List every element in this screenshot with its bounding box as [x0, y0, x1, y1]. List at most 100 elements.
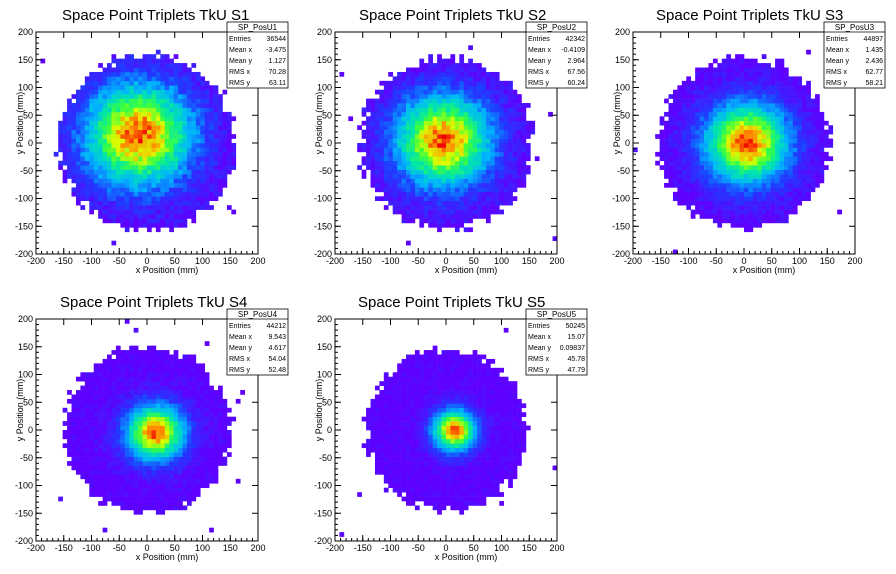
heatmap-cell — [173, 160, 179, 166]
heatmap-cell — [766, 143, 771, 148]
heatmap-cell — [797, 174, 803, 179]
heatmap-cell — [721, 98, 727, 104]
heatmap-cell — [739, 156, 745, 162]
heatmap-cell — [766, 200, 771, 206]
heatmap-cell — [766, 134, 771, 139]
heatmap-cell — [142, 385, 148, 391]
heatmap-cell — [147, 196, 152, 202]
heatmap-cell — [695, 200, 700, 206]
heatmap-cell — [120, 390, 126, 395]
heatmap-cell — [120, 80, 126, 86]
heatmap-cell — [374, 120, 380, 126]
heatmap-cell — [454, 205, 460, 210]
heatmap-cell — [133, 227, 139, 233]
heatmap-cell — [89, 434, 95, 440]
heatmap-cell — [428, 169, 433, 175]
heatmap-cell — [151, 390, 157, 395]
heatmap-cell — [120, 381, 126, 386]
heatmap-cell — [200, 156, 206, 162]
heatmap-cell — [383, 182, 389, 188]
heatmap-cell — [503, 160, 509, 166]
heatmap-cell — [111, 205, 117, 210]
heatmap-cell — [503, 120, 509, 126]
heatmap-cell — [164, 80, 170, 86]
heatmap-cell — [155, 492, 161, 497]
heatmap-cell — [173, 94, 179, 99]
heatmap-cell — [374, 160, 380, 166]
heatmap-cell — [147, 94, 152, 99]
heatmap-cell — [388, 89, 394, 95]
heatmap-cell — [178, 214, 183, 219]
heatmap-cell — [797, 151, 803, 157]
heatmap-cell — [441, 160, 447, 166]
heatmap-cell — [801, 138, 807, 144]
y-axis-label: y Position (mm) — [612, 92, 622, 155]
heatmap-cell — [178, 120, 183, 126]
heatmap-cell — [147, 443, 152, 449]
heatmap-cell — [423, 129, 429, 135]
heatmap-cell — [450, 129, 456, 135]
heatmap-cell — [463, 182, 469, 188]
heatmap-cell — [659, 143, 665, 148]
heatmap-cell — [111, 425, 117, 431]
heatmap-cell — [668, 125, 674, 130]
heatmap-cell — [454, 169, 460, 175]
heatmap-cell — [463, 147, 469, 153]
heatmap-cell — [783, 107, 789, 113]
heatmap-cell — [788, 125, 794, 130]
heatmap-cell — [107, 107, 112, 113]
heatmap-cell — [222, 147, 228, 153]
heatmap-cell — [155, 120, 161, 126]
heatmap-cell — [686, 151, 692, 157]
heatmap-cell — [209, 178, 214, 184]
heatmap-cell — [133, 345, 139, 351]
heatmap-cell — [200, 187, 206, 193]
heatmap-cell — [160, 111, 166, 117]
heatmap-cell — [757, 222, 763, 228]
heatmap-cell — [783, 165, 789, 170]
heatmap-cell — [437, 98, 442, 104]
heatmap-cell — [681, 107, 687, 113]
heatmap-cell — [178, 492, 183, 497]
heatmap-cell — [182, 425, 188, 431]
stats-name: SP_PosU3 — [835, 23, 875, 32]
heatmap-cell — [485, 71, 491, 77]
heatmap-cell — [107, 174, 112, 179]
heatmap-cell — [695, 165, 700, 170]
heatmap-cell — [761, 214, 767, 219]
heatmap-cell — [124, 76, 130, 82]
heatmap-cell — [142, 129, 148, 135]
heatmap-cell — [71, 94, 77, 99]
heatmap-cell — [530, 125, 536, 130]
heatmap-cell — [200, 147, 206, 153]
heatmap-cell — [490, 143, 496, 148]
heatmap-cell — [748, 196, 754, 202]
heatmap-cell — [155, 191, 161, 197]
heatmap-cell — [120, 182, 126, 188]
heatmap-cell — [472, 143, 478, 148]
heatmap-cell — [115, 85, 121, 91]
heatmap-cell — [75, 191, 81, 197]
heatmap-cell — [752, 138, 758, 144]
heatmap-cell — [686, 76, 692, 82]
heatmap-cell — [712, 209, 718, 215]
heatmap-cell — [93, 372, 99, 378]
heatmap-cell — [392, 85, 398, 91]
heatmap-cell — [173, 178, 179, 184]
heatmap-cell — [142, 421, 148, 426]
heatmap-cell — [441, 156, 447, 162]
heatmap-cell — [419, 107, 425, 113]
heatmap-cell — [761, 196, 767, 202]
heatmap-cell — [107, 456, 112, 462]
heatmap-cell — [788, 85, 794, 91]
heatmap-cell — [102, 367, 108, 373]
heatmap-cell — [468, 94, 473, 99]
heatmap-cell — [124, 58, 130, 64]
heatmap-cell — [695, 129, 700, 135]
heatmap-cell — [414, 76, 420, 82]
heatmap-cell — [485, 196, 491, 202]
heatmap-cell — [437, 134, 442, 139]
heatmap-cell — [178, 385, 183, 391]
heatmap-cell — [695, 111, 700, 117]
heatmap-cell — [111, 363, 117, 369]
